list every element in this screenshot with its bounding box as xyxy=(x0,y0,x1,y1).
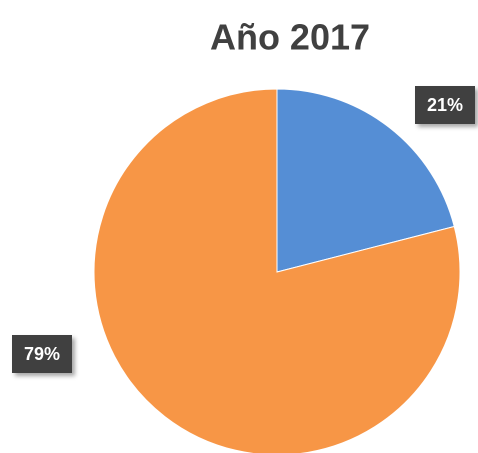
data-label-text: 21% xyxy=(427,95,463,115)
data-label-box xyxy=(12,335,72,373)
chart-title: Año 2017 xyxy=(210,17,370,58)
data-label-text: 79% xyxy=(24,344,60,364)
data-label-box xyxy=(415,86,475,124)
pie-slice xyxy=(276,88,455,273)
data-label: 21% xyxy=(415,86,475,124)
data-label: 79% xyxy=(12,335,72,373)
pie-slice xyxy=(93,88,461,453)
